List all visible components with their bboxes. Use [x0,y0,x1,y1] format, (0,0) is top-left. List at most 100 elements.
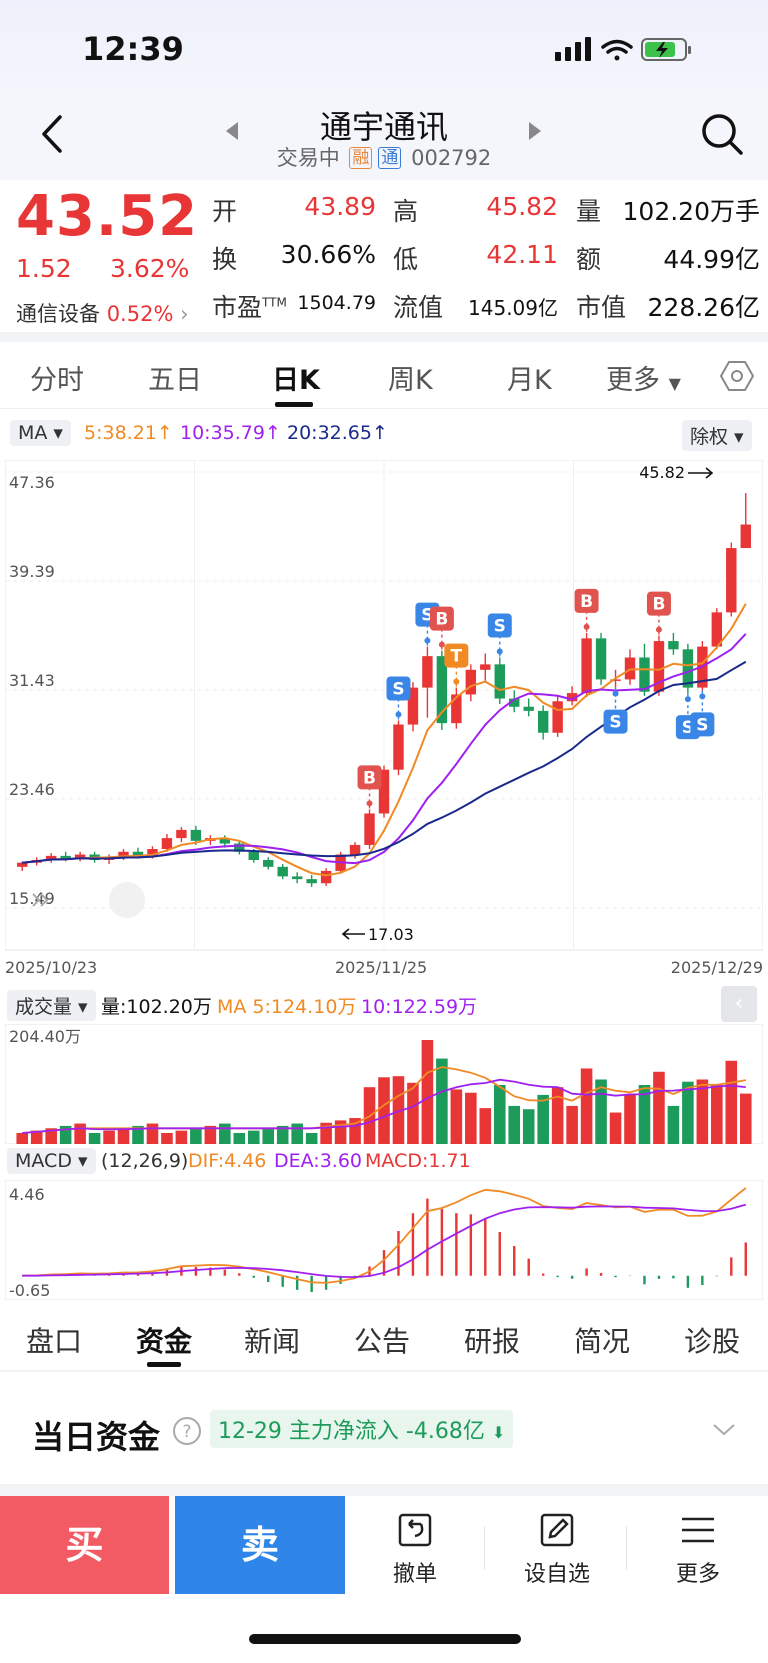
sell-button[interactable]: 卖 [175,1496,345,1594]
next-stock-icon[interactable] [527,120,543,142]
y-tick-label: 39.39 [9,562,55,581]
candle [537,705,549,740]
x-label-mid: 2025/11/25 [335,958,427,977]
svg-text:S: S [696,715,708,735]
high-label: 高 [393,197,419,226]
candle [291,872,303,884]
candle [624,649,636,685]
dea-line [22,1203,747,1279]
volume-max: 204.40万 [9,1027,81,1046]
candle [494,657,505,705]
turnover-label: 换 [212,245,238,274]
buy-button[interactable]: 买 [0,1496,169,1594]
tab-order-book[interactable]: 盘口 [26,1325,83,1358]
volume-select[interactable]: 成交量 ▾ [7,990,96,1021]
tab-announcements[interactable]: 公告 [354,1325,411,1358]
cancel-order-label: 撤单 [392,1562,437,1587]
high-value: 45.82 [486,192,558,221]
tab-research[interactable]: 研报 [464,1325,521,1358]
open-label: 开 [212,197,238,226]
candle [581,632,592,698]
add-watchlist-button[interactable]: 设自选 [497,1510,617,1588]
y-tick-label: 15.49 [9,889,55,908]
tab-intraday[interactable]: 分时 [30,365,84,396]
indicator-select[interactable]: MA ▾ [10,420,71,446]
macd-top: 4.46 [9,1185,45,1204]
help-icon[interactable]: ? [172,1416,202,1446]
volume-ma10: 10:122.59万 [361,996,478,1018]
signal-icon [555,37,591,61]
sector-pct: 0.52% [106,302,174,326]
tab-monthly-k[interactable]: 月K [507,365,552,396]
candle [740,493,751,549]
candle [393,720,404,776]
daily-funds-section[interactable]: 当日资金 ? 12-29 主力净流入 -4.68亿 ⬇ [0,1378,768,1478]
candle [74,851,86,862]
candle [176,827,187,843]
back-icon[interactable] [38,114,68,154]
market-cap-value: 228.26亿 [647,293,760,322]
tab-news[interactable]: 新闻 [244,1325,301,1358]
sector-link[interactable]: 通信设备 0.52% › [16,298,189,328]
prev-stock-icon[interactable] [224,120,240,142]
macd-dea: DEA:3.60 [274,1150,363,1172]
macd-select[interactable]: MACD ▾ [7,1148,96,1174]
tab-funds[interactable]: 资金 [136,1325,193,1358]
settings-hexagon-icon[interactable] [720,360,754,392]
amount-value: 44.99亿 [663,245,760,274]
adjust-select[interactable]: 除权 ▾ [682,420,752,451]
signal-marker: T [444,643,469,688]
candle [653,635,665,696]
candle [465,664,477,702]
candle [552,695,563,737]
price-change: 1.52 [16,254,72,283]
tab-weekly-k[interactable]: 周K [388,365,433,396]
info-tab-indicator [147,1362,181,1367]
tab-more[interactable]: 更多 ▼ [606,365,681,396]
macd-bottom: -0.65 [9,1281,50,1300]
low-value: 42.11 [486,240,558,269]
volume-legend: 成交量 ▾ 量:102.20万 MA 5:124.10万 10:122.59万 … [5,986,763,1022]
stock-code: 002792 [411,146,492,170]
volume-chart: 204.40万 [5,1024,763,1144]
candle [451,687,462,729]
chart-nav-icon[interactable] [32,882,145,918]
candle [320,868,332,886]
svg-text:B: B [580,592,593,612]
tab-diagnosis[interactable]: 诊股 [684,1325,741,1358]
status-icons [555,37,691,61]
candle [364,809,375,850]
trading-status: 交易中 [276,146,340,170]
collapse-panel-icon[interactable]: ‹ [721,986,757,1022]
macd-legend: MACD ▾ (12,26,9) DIF:4.46 DEA:3.60 MACD:… [5,1146,763,1178]
search-icon[interactable] [700,112,744,156]
signal-marker: B [357,765,382,810]
tab-profile[interactable]: 简况 [574,1325,631,1358]
status-time: 12:39 [82,30,184,68]
x-label-start: 2025/10/23 [5,958,97,977]
section-divider [0,332,768,342]
chevron-down-icon[interactable] [712,1422,736,1438]
tab-daily-k[interactable]: 日K [272,365,320,396]
y-tick-label: 23.46 [9,780,55,799]
stock-subtitle: 交易中 融通 002792 [0,142,768,172]
svg-text:S: S [392,679,404,699]
candle [407,682,419,732]
ma-legend: MA ▾ 5:38.21↑ 10:35.79↑ 20:32.65↑ 除权 ▾ [0,416,768,452]
tab-five-day[interactable]: 五日 [148,365,202,396]
wifi-icon [601,39,633,61]
more-label: 更多 [675,1562,720,1587]
last-price: 43.52 [16,184,199,249]
svg-text:S: S [494,617,506,637]
stock-name: 通宇通讯 [319,108,448,146]
candle [566,686,578,706]
volume-label: 量 [576,197,602,226]
toolbar-divider-2 [626,1526,627,1570]
funds-title: 当日资金 [32,1418,161,1456]
pe-label: 市盈TTM [212,293,287,322]
more-button[interactable]: 更多 [638,1510,758,1588]
ma20-value: 20:32.65↑ [287,422,388,444]
candle [234,840,245,855]
cancel-order-button[interactable]: 撤单 [355,1510,475,1588]
